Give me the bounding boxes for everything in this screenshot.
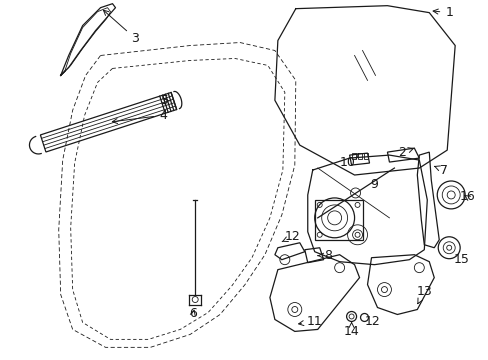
Text: 10: 10: [339, 154, 358, 168]
Text: 16: 16: [458, 190, 474, 203]
Text: 8: 8: [317, 249, 331, 262]
Text: 1: 1: [432, 6, 452, 19]
Text: 14: 14: [343, 322, 359, 338]
Bar: [314, 200, 362, 240]
Text: 6: 6: [189, 307, 197, 320]
Text: 12: 12: [364, 315, 380, 328]
Text: 2: 2: [398, 145, 412, 159]
Text: 15: 15: [452, 253, 468, 266]
Text: 12: 12: [282, 230, 300, 243]
Text: 7: 7: [434, 163, 447, 176]
Bar: [363, 153, 367, 159]
Text: 11: 11: [298, 315, 322, 328]
Text: 5: 5: [161, 94, 169, 107]
Bar: [357, 153, 361, 159]
Text: 9: 9: [370, 179, 378, 192]
Text: 3: 3: [103, 10, 139, 45]
Text: 4: 4: [112, 109, 167, 123]
Bar: [351, 153, 355, 159]
Text: 13: 13: [416, 285, 431, 304]
